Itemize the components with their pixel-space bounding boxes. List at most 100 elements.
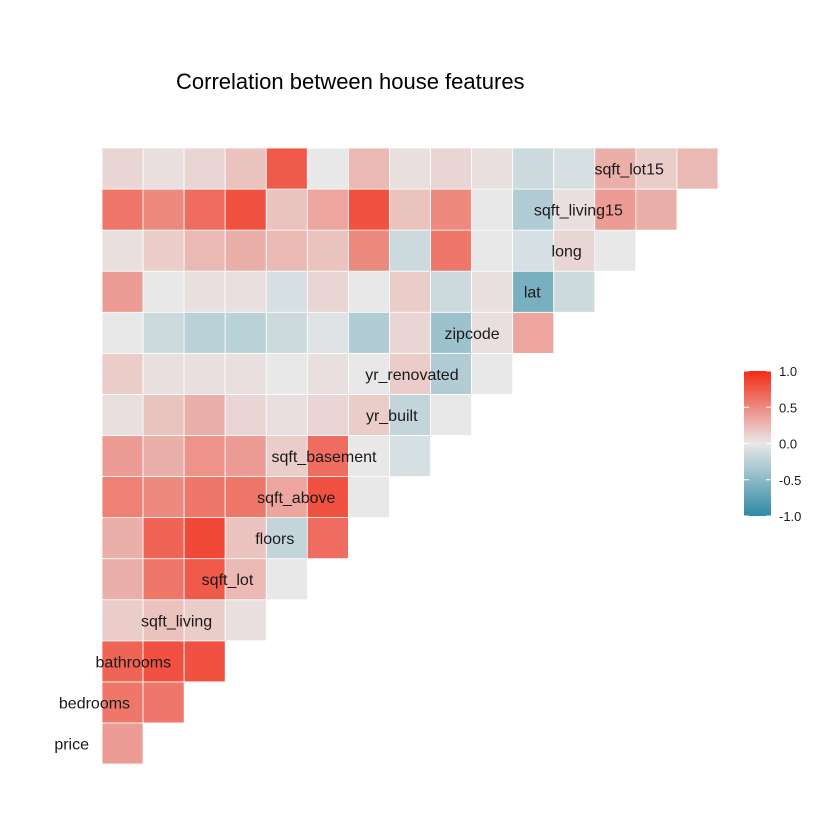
heatmap-cell-sqft_lot15-price xyxy=(101,147,144,190)
heatmap-cell-yr_renovated-sqft_living xyxy=(224,352,267,395)
heatmap-cell-floors-sqft_living xyxy=(224,517,267,560)
heatmap-cell-long-sqft_basement xyxy=(389,229,431,272)
heatmap-cell-lat-sqft_living xyxy=(224,270,267,313)
heatmap-cell-sqft_living15-sqft_living xyxy=(224,188,267,231)
heatmap-cell-long-yr_renovated xyxy=(471,229,514,272)
heatmap-cell-yr_built-price xyxy=(101,393,144,436)
row-label-sqft_basement: sqft_basement xyxy=(272,449,378,466)
heatmap-cell-sqft_lot15-sqft_living15 xyxy=(635,147,678,190)
heatmap-cell-sqft_living15-sqft_above xyxy=(347,188,390,231)
heatmap-cell-sqft_basement-bedrooms xyxy=(142,435,185,477)
heatmap-cell-sqft_lot15-bathrooms xyxy=(183,147,226,190)
heatmap-cell-yr_renovated-price xyxy=(101,352,144,395)
legend-tick-label: -0.5 xyxy=(779,473,801,488)
heatmap-cell-yr_built-sqft_basement xyxy=(389,393,431,436)
heatmap-cell-long-floors xyxy=(306,229,349,272)
row-label-long: long xyxy=(552,244,582,261)
heatmap-cell-sqft_living-sqft_living xyxy=(224,599,267,642)
heatmap-cell-long-long xyxy=(594,229,637,272)
heatmap-cell-yr_built-floors xyxy=(306,393,349,436)
heatmap-cell-sqft_lot15-sqft_basement xyxy=(389,147,431,190)
heatmap-cell-yr_built-bathrooms xyxy=(183,393,226,436)
heatmap-cell-yr_renovated-yr_renovated xyxy=(471,352,514,395)
legend-ticks: 1.0 0.5 0.0 -0.5 -1.0 xyxy=(744,364,801,524)
row-label-sqft_living: sqft_living xyxy=(141,613,212,630)
heatmap-cell-sqft_above-sqft_living xyxy=(224,476,267,518)
heatmap-cell-long-zipcode xyxy=(512,229,555,272)
heatmap-cell-long-sqft_living xyxy=(224,229,267,272)
heatmap-cell-sqft_above-bedrooms xyxy=(142,476,185,518)
heatmap-cell-sqft_living15-bathrooms xyxy=(183,188,226,231)
heatmap-cell-sqft_lot15-sqft_living xyxy=(224,147,267,190)
heatmap-cell-sqft_living15-yr_renovated xyxy=(471,188,514,231)
heatmap-cell-yr_renovated-floors xyxy=(306,352,349,395)
heatmap-cell-sqft_lot-bedrooms xyxy=(142,558,185,601)
heatmap-cell-lat-bathrooms xyxy=(183,270,226,313)
heatmap-cell-sqft_above-price xyxy=(101,476,144,518)
heatmap-cell-lat-bedrooms xyxy=(142,270,185,313)
heatmap-cell-floors-bathrooms xyxy=(183,517,226,560)
heatmap-cell-yr_built-sqft_lot xyxy=(265,393,308,436)
heatmap-cell-sqft_basement-sqft_lot xyxy=(265,435,308,477)
heatmap-cell-zipcode-yr_built xyxy=(430,311,472,354)
heatmap-cell-yr_built-sqft_living xyxy=(224,393,267,436)
heatmap-cell-sqft_living15-sqft_basement xyxy=(389,188,431,231)
heatmap-cell-zipcode-sqft_basement xyxy=(389,311,431,354)
heatmap-cell-sqft_living-bathrooms xyxy=(183,599,226,642)
row-label-sqft_lot: sqft_lot xyxy=(202,572,254,589)
heatmap-cell-sqft_lot-sqft_lot xyxy=(265,558,308,601)
row-label-lat: lat xyxy=(524,285,541,302)
heatmap-cell-zipcode-sqft_living xyxy=(224,311,267,354)
heatmap-cell-floors-floors xyxy=(306,517,349,560)
heatmap-cell-long-sqft_above xyxy=(347,229,390,272)
heatmap-cell-sqft_lot15-lat xyxy=(553,147,596,190)
heatmap-cell-sqft_living15-long xyxy=(594,188,637,231)
heatmap-cells xyxy=(101,147,719,765)
heatmap-cell-sqft_living15-bedrooms xyxy=(142,188,185,231)
heatmap-cell-sqft_above-sqft_above xyxy=(347,476,390,518)
chart-title: Correlation between house features xyxy=(176,69,525,94)
heatmap-cell-long-price xyxy=(101,229,144,272)
heatmap-cell-lat-lat xyxy=(553,270,596,313)
heatmap-cell-zipcode-bedrooms xyxy=(142,311,185,354)
heatmap-cell-lat-sqft_above xyxy=(347,270,390,313)
heatmap-cell-sqft_lot15-sqft_lot15 xyxy=(676,147,719,190)
heatmap-cell-lat-price xyxy=(101,270,144,313)
heatmap-cell-sqft_lot15-sqft_lot xyxy=(265,147,308,190)
heatmap-cell-bedrooms-bedrooms xyxy=(142,681,185,724)
heatmap-cell-yr_renovated-sqft_lot xyxy=(265,352,308,395)
legend-tick-label: 0.5 xyxy=(779,400,797,415)
heatmap-cell-zipcode-bathrooms xyxy=(183,311,226,354)
legend: 1.0 0.5 0.0 -0.5 -1.0 xyxy=(744,364,801,524)
heatmap-cell-yr_renovated-sqft_basement xyxy=(389,352,431,395)
heatmap-cell-bathrooms-price xyxy=(101,640,144,683)
heatmap-cell-sqft_living15-yr_built xyxy=(430,188,472,231)
heatmap-cell-sqft_lot15-long xyxy=(594,147,637,190)
heatmap-cell-yr_built-yr_built xyxy=(430,393,472,436)
heatmap-cell-sqft_lot-bathrooms xyxy=(183,558,226,601)
heatmap-cell-yr_renovated-sqft_above xyxy=(347,352,390,395)
heatmap-cell-zipcode-sqft_above xyxy=(347,311,390,354)
heatmap-cell-sqft_above-floors xyxy=(306,476,349,518)
heatmap-cell-sqft_basement-price xyxy=(101,435,144,477)
heatmap-cell-yr_renovated-bedrooms xyxy=(142,352,185,395)
heatmap-cell-sqft_lot15-zipcode xyxy=(512,147,555,190)
legend-tick-label: 0.0 xyxy=(779,437,797,452)
heatmap-cell-yr_renovated-bathrooms xyxy=(183,352,226,395)
heatmap-cell-sqft_living15-sqft_living15 xyxy=(635,188,678,231)
heatmap-cell-sqft_basement-sqft_basement xyxy=(389,435,431,477)
heatmap-cell-long-bedrooms xyxy=(142,229,185,272)
heatmap-cell-lat-yr_renovated xyxy=(471,270,514,313)
heatmap-cell-floors-price xyxy=(101,517,144,560)
heatmap-cell-sqft_living15-sqft_lot xyxy=(265,188,308,231)
heatmap-cell-bedrooms-price xyxy=(101,681,144,724)
heatmap-cell-sqft_basement-sqft_living xyxy=(224,435,267,477)
row-labels: price bedrooms bathrooms sqft_living sqft_lo… xyxy=(54,162,664,754)
heatmap-cell-yr_renovated-yr_built xyxy=(430,352,472,395)
heatmap-cell-sqft_basement-bathrooms xyxy=(183,435,226,477)
heatmap-cell-sqft_lot15-yr_built xyxy=(430,147,472,190)
row-label-yr_renovated: yr_renovated xyxy=(365,367,458,384)
heatmap-cell-zipcode-floors xyxy=(306,311,349,354)
heatmap-cell-lat-zipcode xyxy=(512,270,555,313)
